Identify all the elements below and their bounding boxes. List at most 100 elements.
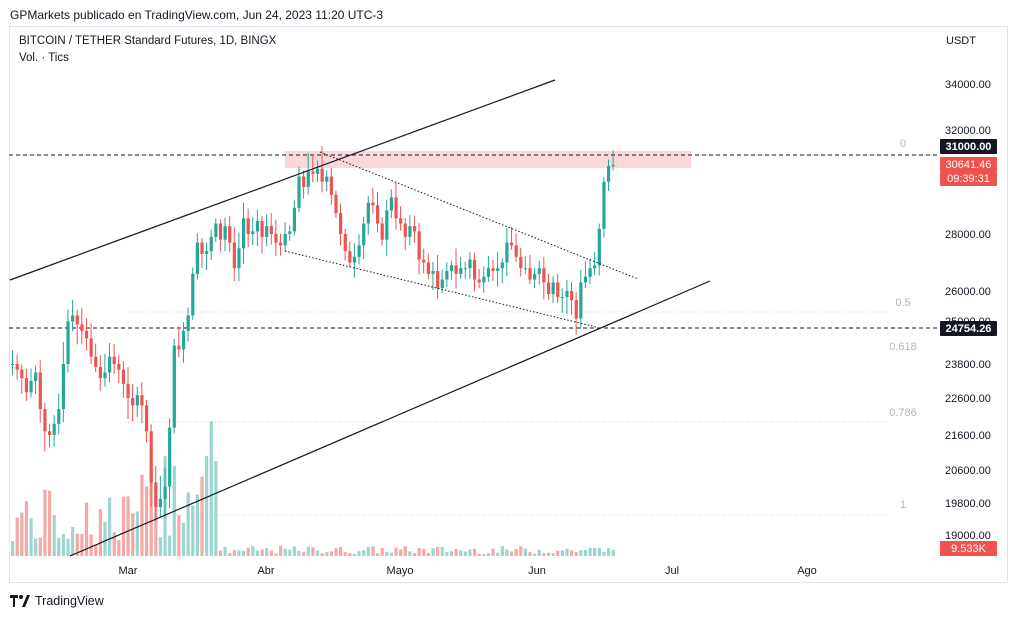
tradingview-icon <box>10 595 30 607</box>
candle-body <box>302 176 306 187</box>
volume-bar <box>292 546 297 556</box>
currency-label: USDT <box>946 35 976 47</box>
candle-body <box>523 268 528 270</box>
volume-bar <box>454 549 458 556</box>
volume-bar <box>80 533 84 556</box>
candle-body <box>34 372 38 381</box>
volume-bar <box>306 546 310 556</box>
candle-body <box>80 324 84 331</box>
volume-bar <box>209 421 213 556</box>
candle-body <box>422 259 426 263</box>
volume-bar <box>551 553 555 556</box>
candle-body <box>75 315 79 325</box>
candle-body <box>260 220 264 237</box>
volume-bar <box>505 549 509 556</box>
volume-bar <box>144 486 149 556</box>
fib-label: 0 <box>900 138 906 150</box>
volume-bar <box>473 548 477 556</box>
tradingview-logo[interactable]: TradingView <box>10 594 104 608</box>
x-tick-label: Jun <box>528 565 546 577</box>
volume-bar <box>214 461 218 556</box>
publisher-caption: GPMarkets publicado en TradingView.com, … <box>10 8 384 22</box>
volume-bar <box>403 546 407 556</box>
volume-value-label-bg <box>940 541 997 556</box>
candle-body <box>440 279 444 289</box>
candle-body <box>602 181 606 229</box>
volume-bar <box>168 535 172 556</box>
candle-body <box>468 259 472 269</box>
candle-body <box>514 245 518 257</box>
candle-body <box>329 176 333 195</box>
volume-bar <box>154 492 158 556</box>
volume-bar <box>71 526 75 556</box>
volume-bar <box>260 549 264 556</box>
volume-bar <box>556 550 560 556</box>
volume-bar <box>380 548 384 556</box>
volume-bar <box>255 550 260 556</box>
volume-bar <box>486 553 491 556</box>
volume-bar <box>278 546 283 556</box>
y-tick-label: 26000.00 <box>945 286 991 298</box>
volume-bar <box>352 553 357 556</box>
candle-body <box>278 242 283 246</box>
volume-bar <box>47 490 52 556</box>
candle-body <box>320 168 324 182</box>
volume-bar <box>320 553 324 556</box>
candle-body <box>57 409 61 424</box>
volume-bar <box>371 546 375 556</box>
y-tick-label: 19000.00 <box>945 530 991 542</box>
candle-body <box>528 268 532 280</box>
countdown-label-bg <box>940 172 997 186</box>
volume-bar <box>140 474 144 556</box>
candle-body <box>325 176 329 182</box>
volume-bar <box>98 509 102 556</box>
volume-bar <box>417 548 421 556</box>
candle-body <box>588 268 592 277</box>
volume-bar <box>463 551 467 556</box>
candle-body <box>246 218 250 234</box>
volume-bar <box>135 511 139 556</box>
candle-body <box>542 268 546 283</box>
countdown-label: 09:39:31 <box>947 173 990 185</box>
volume-bar <box>329 551 333 556</box>
volume-legend: Vol. · Tics <box>19 52 69 64</box>
candle-body <box>477 279 481 283</box>
y-tick-label: 32000.00 <box>945 125 991 137</box>
volume-bar <box>394 547 398 556</box>
wedge-lower-line <box>284 250 597 328</box>
candle-body <box>375 205 380 224</box>
candle-body <box>177 345 181 350</box>
candle-body <box>306 171 310 187</box>
volume-bar <box>218 550 223 556</box>
candle-body <box>135 395 139 406</box>
volume-bar <box>112 532 116 556</box>
candle-body <box>24 378 29 393</box>
volume-bar <box>200 476 204 556</box>
candle-body <box>126 383 130 398</box>
last-price-label-bg <box>940 157 997 172</box>
volume-bar <box>108 497 112 556</box>
volume-bar <box>315 550 320 556</box>
fib-label: 0.5 <box>895 297 910 309</box>
candle-body <box>140 395 144 406</box>
candle-body <box>228 226 232 243</box>
volume-bar <box>89 534 93 556</box>
candle-body <box>560 297 564 299</box>
candle-body <box>436 271 440 289</box>
volume-bar <box>375 553 380 556</box>
volume-bar <box>121 496 126 556</box>
volume-bar <box>519 546 523 556</box>
support-price-label: 24754.26 <box>946 323 992 335</box>
candle-body <box>265 226 269 237</box>
volume-bar <box>61 534 66 556</box>
volume-bar <box>491 548 495 556</box>
symbol-legend: BITCOIN / TETHER Standard Futures, 1D, B… <box>19 35 277 47</box>
candle-body <box>408 226 412 237</box>
candle-body <box>52 423 56 435</box>
fib-label: 0.786 <box>889 407 917 419</box>
candle-body <box>551 282 555 295</box>
x-tick-label: Jul <box>665 565 679 577</box>
volume-bar <box>482 553 486 556</box>
candle-body <box>496 268 500 272</box>
